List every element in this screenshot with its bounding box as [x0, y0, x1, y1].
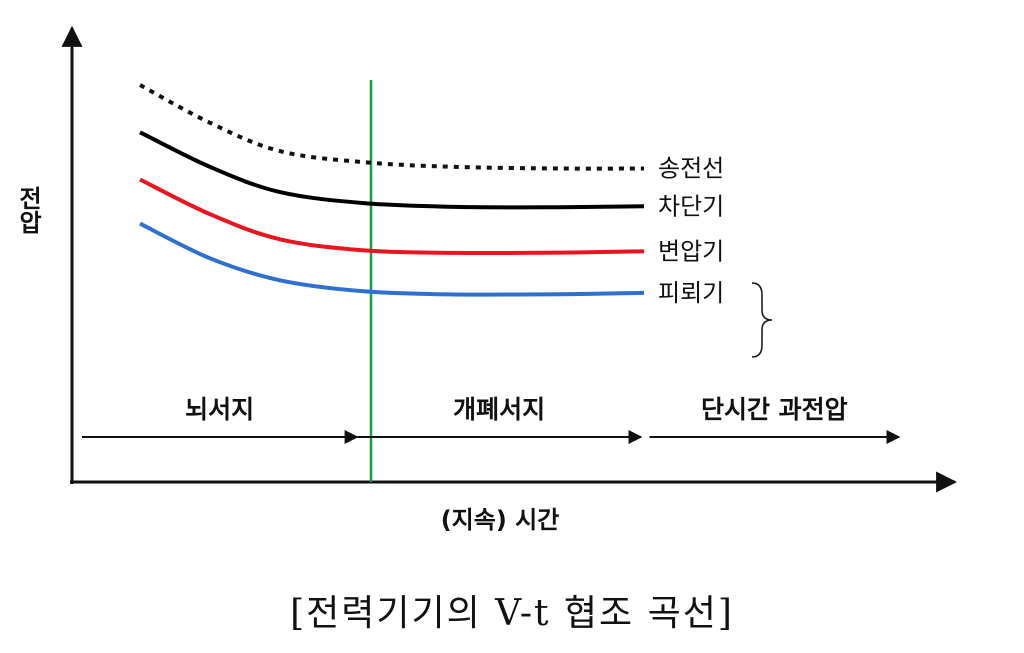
series-layer: [139, 83, 645, 297]
phase-layer: 뇌서지 개폐서지 단시간 과전압: [82, 395, 901, 444]
phase-label-3: 단시간 과전압: [701, 395, 848, 424]
series-line-4: [139, 221, 645, 297]
y-axis-label: 전압: [14, 186, 42, 234]
phase-label-2: 개폐서지: [453, 395, 545, 424]
group-brace: [751, 282, 773, 358]
series-line-3: [139, 177, 645, 256]
figure-caption: [전력기기의 V-t 협조 곡선]: [290, 593, 734, 634]
phase-label-1: 뇌서지: [185, 395, 254, 424]
series-line-2: [139, 130, 645, 210]
series-line-1: [139, 83, 645, 171]
series-label-2: 차단기: [658, 192, 724, 220]
series-label-3: 변압기: [658, 237, 724, 265]
x-axis-label: (지속) 시간: [441, 506, 560, 534]
series-label-4: 피뢰기: [658, 279, 724, 307]
series-label-1: 송전선: [658, 155, 724, 183]
